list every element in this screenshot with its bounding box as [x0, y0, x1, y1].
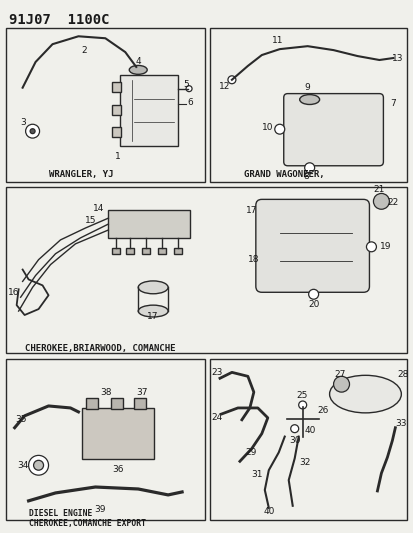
- Text: 23: 23: [211, 368, 222, 377]
- Circle shape: [30, 128, 35, 134]
- Text: 7: 7: [389, 99, 395, 108]
- Text: DIESEL ENGINE
CHEROKEE,COMANCHE EXPORT: DIESEL ENGINE CHEROKEE,COMANCHE EXPORT: [28, 509, 145, 528]
- Circle shape: [274, 124, 284, 134]
- Bar: [112, 248, 120, 254]
- Circle shape: [298, 401, 306, 409]
- Ellipse shape: [129, 66, 147, 74]
- Text: 1: 1: [115, 152, 121, 161]
- Text: 9: 9: [304, 83, 310, 92]
- FancyBboxPatch shape: [283, 94, 382, 166]
- Text: 40: 40: [304, 426, 316, 435]
- Bar: [6, 359, 204, 520]
- Text: 34: 34: [17, 461, 28, 470]
- Circle shape: [185, 86, 192, 92]
- Text: 31: 31: [250, 470, 262, 479]
- Text: 22: 22: [387, 198, 398, 207]
- Text: 24: 24: [211, 413, 222, 422]
- Circle shape: [26, 124, 40, 138]
- Circle shape: [33, 461, 43, 470]
- Bar: [111, 398, 123, 409]
- Bar: [112, 82, 121, 92]
- Bar: [126, 248, 134, 254]
- Text: GRAND WAGONEER,: GRAND WAGONEER,: [243, 169, 324, 179]
- Bar: [82, 408, 154, 459]
- Bar: [142, 248, 150, 254]
- Circle shape: [308, 289, 318, 299]
- Text: 18: 18: [247, 255, 259, 264]
- Circle shape: [290, 425, 298, 433]
- Ellipse shape: [138, 281, 168, 294]
- Text: 91J07  1100C: 91J07 1100C: [9, 13, 109, 27]
- Text: 13: 13: [391, 53, 402, 62]
- Text: 37: 37: [136, 387, 147, 397]
- Text: 11: 11: [271, 36, 283, 45]
- Text: WRANGLER, YJ: WRANGLER, YJ: [48, 169, 113, 179]
- Text: 25: 25: [295, 391, 306, 400]
- Circle shape: [366, 242, 375, 252]
- Text: 15: 15: [84, 216, 96, 224]
- Text: 2: 2: [81, 46, 87, 54]
- Text: 12: 12: [219, 82, 230, 91]
- Bar: [86, 398, 98, 409]
- Bar: [134, 398, 146, 409]
- Text: 19: 19: [379, 243, 390, 252]
- Ellipse shape: [329, 375, 400, 413]
- Text: 30: 30: [288, 436, 300, 445]
- Circle shape: [28, 455, 48, 475]
- Text: 40: 40: [263, 507, 274, 516]
- Text: 3: 3: [21, 118, 26, 127]
- Text: 28: 28: [397, 370, 408, 379]
- Text: CHEROKEE,BRIARWOOD, COMANCHE: CHEROKEE,BRIARWOOD, COMANCHE: [24, 344, 175, 353]
- Text: 36: 36: [112, 465, 124, 474]
- Text: 33: 33: [395, 419, 406, 428]
- Bar: [112, 106, 121, 115]
- Circle shape: [228, 76, 235, 84]
- Bar: [174, 248, 182, 254]
- Bar: [209, 359, 406, 520]
- Bar: [108, 210, 190, 238]
- Text: 29: 29: [244, 448, 256, 457]
- Circle shape: [304, 163, 314, 173]
- Ellipse shape: [299, 94, 319, 104]
- Bar: [158, 248, 166, 254]
- Text: 17: 17: [147, 312, 159, 321]
- Text: 39: 39: [95, 505, 106, 514]
- FancyBboxPatch shape: [255, 199, 368, 292]
- Text: 17: 17: [245, 206, 257, 215]
- Text: 38: 38: [100, 387, 112, 397]
- Text: 35: 35: [15, 415, 26, 424]
- Text: 10: 10: [261, 123, 273, 132]
- Text: 4: 4: [135, 58, 141, 67]
- Bar: [209, 28, 406, 182]
- Ellipse shape: [138, 305, 168, 317]
- Text: 21: 21: [373, 185, 384, 194]
- Circle shape: [373, 193, 389, 209]
- Text: 27: 27: [333, 370, 344, 379]
- Bar: [6, 28, 204, 182]
- Text: 20: 20: [307, 300, 318, 309]
- Bar: [6, 187, 406, 353]
- Text: 26: 26: [316, 406, 328, 415]
- Text: 8: 8: [303, 172, 309, 181]
- Bar: [112, 127, 121, 137]
- Text: 32: 32: [298, 458, 310, 467]
- Text: 6: 6: [187, 98, 192, 107]
- Bar: [120, 75, 178, 146]
- Circle shape: [333, 376, 349, 392]
- Text: 5: 5: [183, 80, 188, 89]
- Text: 14: 14: [93, 204, 104, 213]
- Text: 16: 16: [8, 288, 19, 297]
